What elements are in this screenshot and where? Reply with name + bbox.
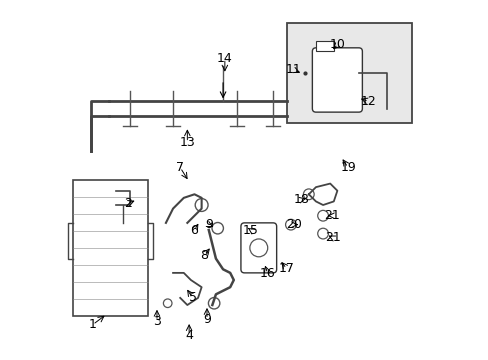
Text: 9: 9: [204, 218, 212, 231]
Text: 8: 8: [200, 248, 208, 261]
Text: 12: 12: [360, 95, 376, 108]
Text: 21: 21: [324, 209, 339, 222]
Text: 2: 2: [124, 197, 132, 210]
Text: 17: 17: [278, 262, 294, 275]
Text: 9: 9: [203, 313, 210, 326]
Text: 14: 14: [217, 52, 232, 65]
Text: 1: 1: [88, 318, 97, 331]
FancyBboxPatch shape: [312, 48, 362, 112]
Text: 6: 6: [190, 224, 198, 237]
Text: 15: 15: [243, 224, 258, 237]
Text: 5: 5: [188, 291, 196, 305]
Text: 13: 13: [179, 136, 195, 149]
Text: 3: 3: [153, 315, 161, 328]
Text: 4: 4: [185, 329, 193, 342]
Bar: [287, 23, 411, 123]
Text: 20: 20: [285, 218, 301, 231]
Text: 11: 11: [285, 63, 301, 76]
Bar: [315, 41, 333, 51]
Text: 16: 16: [259, 267, 275, 280]
Bar: [73, 180, 148, 316]
Text: 10: 10: [329, 38, 346, 51]
Text: 19: 19: [340, 161, 355, 174]
Text: 21: 21: [325, 231, 340, 244]
Text: 7: 7: [176, 161, 184, 174]
FancyBboxPatch shape: [241, 223, 276, 273]
Text: 18: 18: [293, 193, 309, 206]
